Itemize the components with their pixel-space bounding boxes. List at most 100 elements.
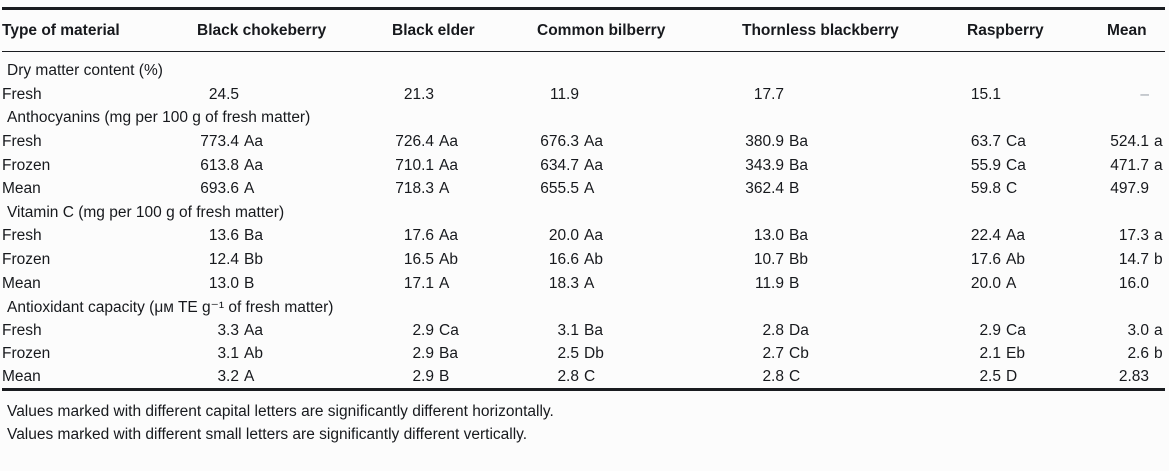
cell-number: 726.4 xyxy=(395,133,434,151)
significance-letters: B xyxy=(789,274,800,292)
significance-letters: B xyxy=(439,368,450,386)
cell-number: 3.1 xyxy=(557,321,579,339)
data-cell: 22.4 Aa xyxy=(967,225,1107,249)
significance-letters: a xyxy=(1154,321,1163,339)
data-cell: 2.9 Ca xyxy=(392,319,537,343)
data-cell: 710.1 Aa xyxy=(392,154,537,178)
data-cell: 17.1 A xyxy=(392,272,537,296)
section-header-row: Antioxidant capacity (μᴍ TE g⁻¹ of fresh… xyxy=(2,295,1165,319)
cell-number: 22.4 xyxy=(970,227,1001,245)
data-cell: 2.8 Da xyxy=(742,319,967,343)
data-cell: 3.1 Ab xyxy=(197,343,392,367)
significance-letters: Ab xyxy=(439,251,458,269)
cell-number: 3.1 xyxy=(217,345,239,363)
table-footnotes: Values marked with different capital let… xyxy=(7,400,1169,446)
significance-letters: Aa xyxy=(244,321,263,339)
data-cell: 13.0 Ba xyxy=(742,225,967,249)
data-cell: 17.6 Aa xyxy=(392,225,537,249)
significance-letters: Bb xyxy=(244,251,263,269)
data-cell: – xyxy=(1107,83,1165,107)
spacer-row xyxy=(2,52,1165,60)
significance-letters: Bb xyxy=(789,251,808,269)
significance-letters: Aa xyxy=(1006,227,1025,245)
cell-number: 497.9 xyxy=(1110,180,1149,198)
significance-letters: C xyxy=(789,368,801,386)
significance-letters: a xyxy=(1154,227,1163,245)
cell-number: 20.0 xyxy=(970,274,1001,292)
column-header-thornless-blackberry: Thornless blackberry xyxy=(742,21,899,39)
data-cell: 471.7 a xyxy=(1107,154,1165,178)
table-row: Fresh 13.6 Ba 17.6 Aa 20.0 Aa 13.0 Ba 22.4 Aa 17.3 a xyxy=(2,225,1165,249)
data-cell: 3.2 A xyxy=(197,366,392,390)
section-header: Antioxidant capacity (μᴍ TE g⁻¹ of fresh… xyxy=(7,298,334,316)
significance-letters: C xyxy=(584,368,596,386)
data-cell: 17.7 xyxy=(742,83,967,107)
data-cell: 2.5 Db xyxy=(537,343,742,367)
significance-letters: Eb xyxy=(1006,345,1025,363)
table-row: Mean 13.0 B 17.1 A 18.3 A 11.9 B 20.0 A 16.0 xyxy=(2,272,1165,296)
table-row: Fresh 24.5 21.3 11.9 17.7 15.1 – xyxy=(2,83,1165,107)
significance-letters: Ca xyxy=(439,321,459,339)
cell-number: 21.3 xyxy=(403,85,434,103)
significance-letters: Ba xyxy=(789,133,808,151)
data-cell: 2.83 xyxy=(1107,366,1165,390)
data-cell: 16.5 Ab xyxy=(392,248,537,272)
cell-number: 16.5 xyxy=(403,251,434,269)
row-label: Frozen xyxy=(2,156,51,174)
data-cell: 2.9 Ba xyxy=(392,343,537,367)
row-label: Mean xyxy=(2,180,41,198)
data-cell: 13.6 Ba xyxy=(197,225,392,249)
cell-number: 11.9 xyxy=(754,274,784,292)
data-cell: 524.1 a xyxy=(1107,130,1165,154)
cell-number: 773.4 xyxy=(200,133,239,151)
data-cell: 2.5 D xyxy=(967,366,1107,390)
cell-number: 20.0 xyxy=(548,227,579,245)
cell-number: 24.5 xyxy=(208,85,239,103)
row-label: Fresh xyxy=(2,321,42,339)
footnote-capital-letters: Values marked with different capital let… xyxy=(7,403,554,421)
table-row: Frozen 12.4 Bb 16.5 Ab 16.6 Ab 10.7 Bb 17.6 Ab 14.7… xyxy=(2,248,1165,272)
cell-number: 10.7 xyxy=(753,251,784,269)
cell-number: 2.5 xyxy=(979,368,1001,386)
data-cell: 17.6 Ab xyxy=(967,248,1107,272)
significance-letters: A xyxy=(244,368,255,386)
significance-letters: Ba xyxy=(244,227,263,245)
data-cell: 14.7 b xyxy=(1107,248,1165,272)
cell-number: 676.3 xyxy=(540,133,579,151)
significance-letters: Ca xyxy=(1006,156,1026,174)
significance-letters: b xyxy=(1154,251,1163,269)
data-cell: 2.6 b xyxy=(1107,343,1165,367)
cell-number: 471.7 xyxy=(1110,156,1149,174)
significance-letters: A xyxy=(584,274,595,292)
column-header-black-elder: Black elder xyxy=(392,21,475,39)
cell-number: 2.8 xyxy=(557,368,579,386)
cell-number: 380.9 xyxy=(745,133,784,151)
data-cell: 17.3 a xyxy=(1107,225,1165,249)
data-cell: 613.8 Aa xyxy=(197,154,392,178)
data-cell: 63.7 Ca xyxy=(967,130,1107,154)
significance-letters: Ca xyxy=(1006,133,1026,151)
cell-number: 16.6 xyxy=(548,251,579,269)
cell-number: 2.7 xyxy=(762,345,784,363)
significance-letters: Aa xyxy=(244,133,263,151)
significance-letters: a xyxy=(1154,133,1163,151)
cell-number: 693.6 xyxy=(200,180,239,198)
significance-letters: A xyxy=(1006,274,1017,292)
row-label: Frozen xyxy=(2,251,51,269)
data-cell: 497.9 xyxy=(1107,177,1165,201)
data-cell: 343.9 Ba xyxy=(742,154,967,178)
significance-letters: Ba xyxy=(439,345,458,363)
data-cell: 21.3 xyxy=(392,83,537,107)
cell-number: 2.8 xyxy=(762,321,784,339)
table-row: Fresh 773.4 Aa 726.4 Aa 676.3 Aa 380.9 Ba 63.7 Ca 5… xyxy=(2,130,1165,154)
significance-letters: Aa xyxy=(439,227,458,245)
row-label: Frozen xyxy=(2,345,51,363)
data-cell: 20.0 A xyxy=(967,272,1107,296)
cell-number: 613.8 xyxy=(200,156,239,174)
cell-number: 2.1 xyxy=(979,345,1001,363)
column-header-type-of-material: Type of material xyxy=(2,21,120,39)
cell-number: 2.9 xyxy=(412,368,434,386)
cell-number: 343.9 xyxy=(745,156,784,174)
significance-letters: Ba xyxy=(584,321,603,339)
